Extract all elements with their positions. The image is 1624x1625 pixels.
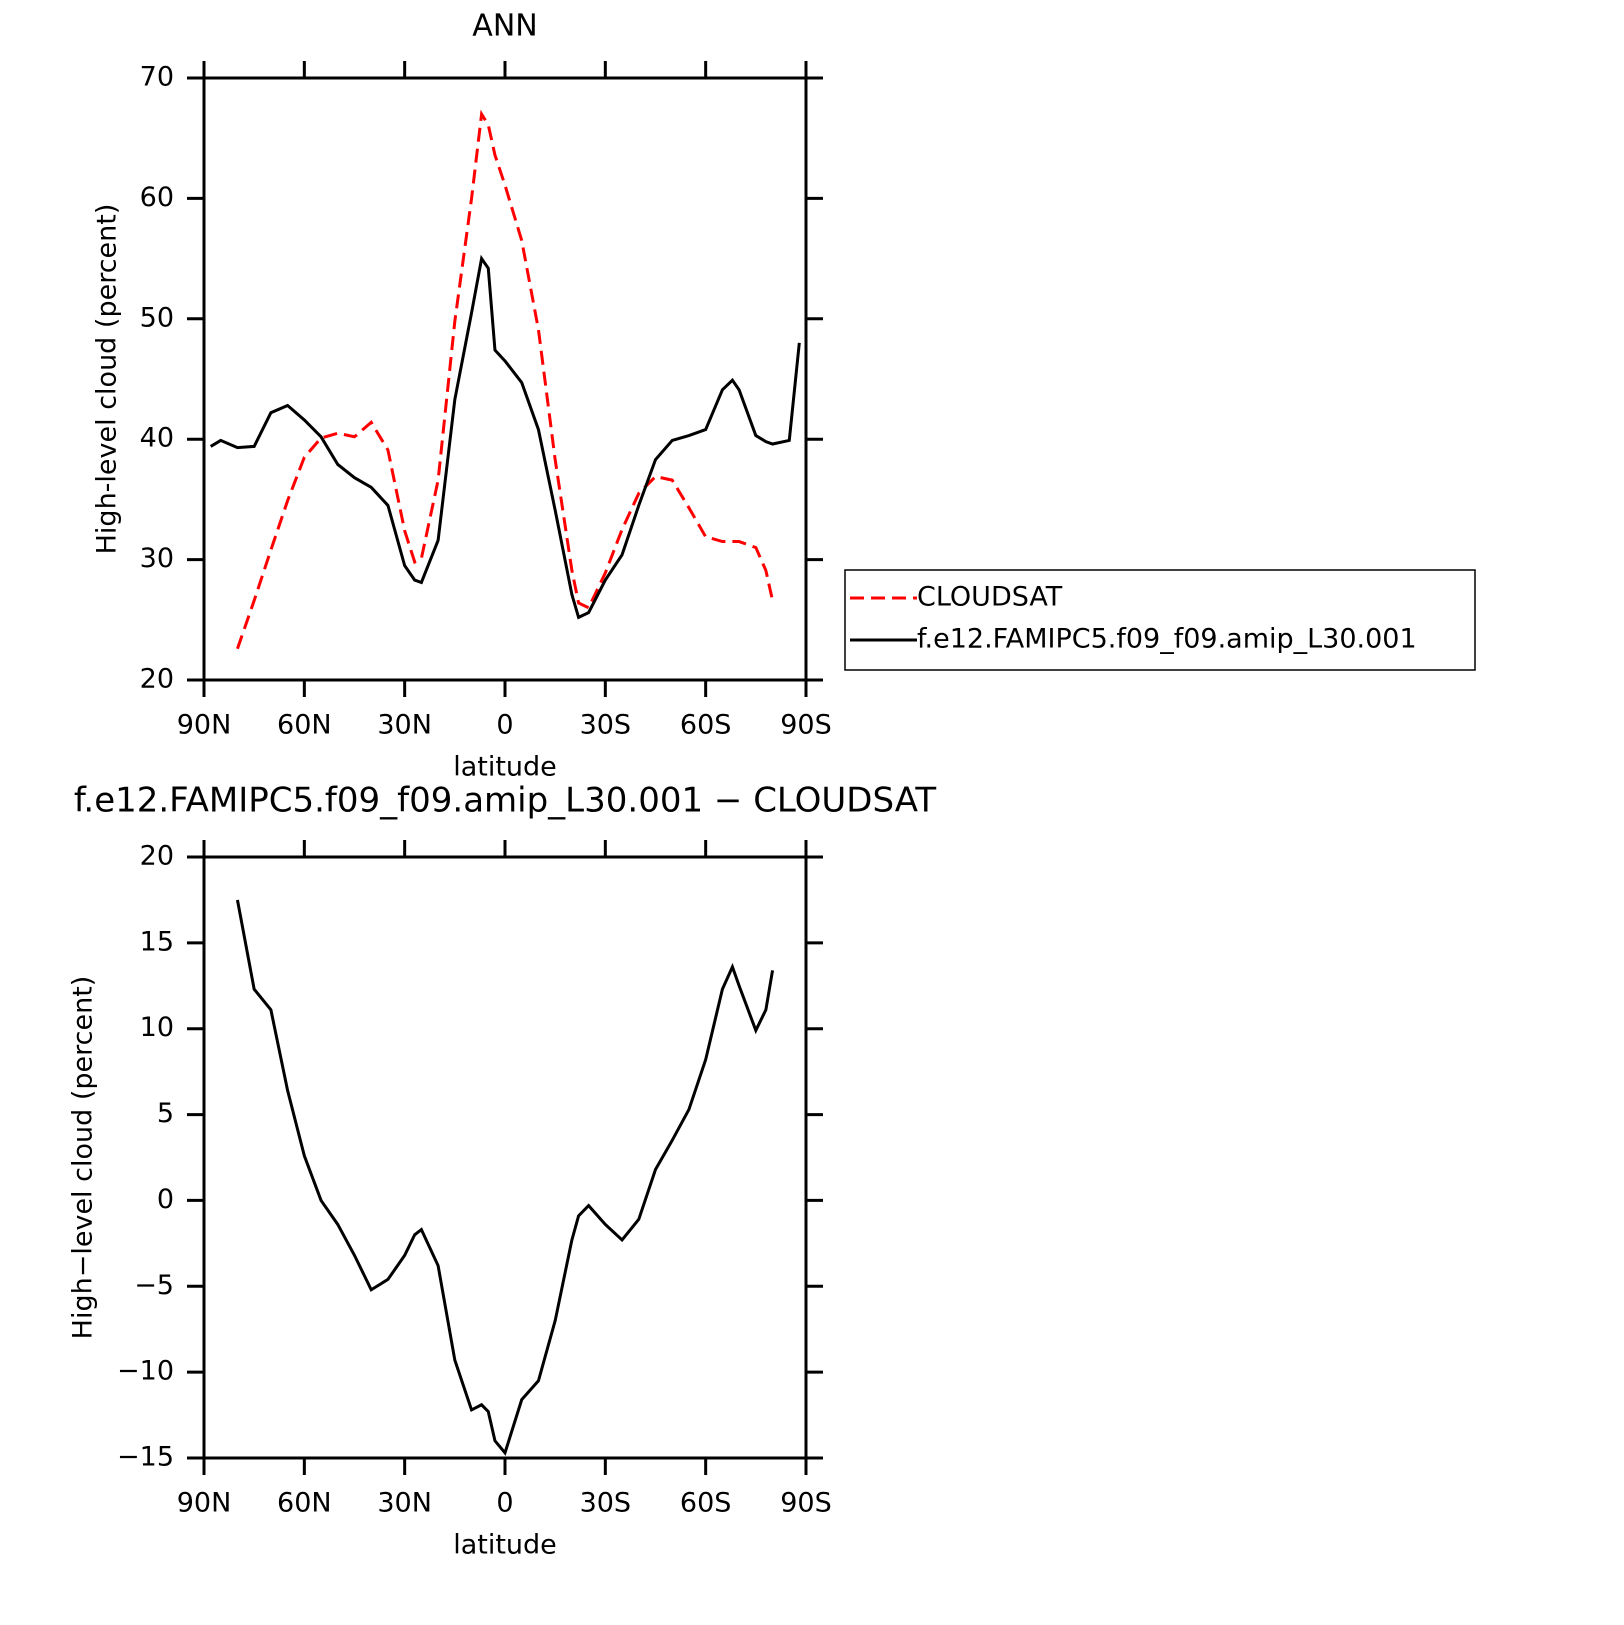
x-tick-label: 60N [277,1488,332,1519]
y-tick-label: −5 [134,1270,174,1301]
y-axis-label: High-level cloud (percent) [92,204,123,555]
x-tick-label: 90S [780,710,832,741]
y-tick-label: 60 [140,182,174,213]
y-tick-label: 20 [140,664,174,695]
y-tick-label: −10 [117,1356,174,1387]
y-tick-label: 10 [140,1012,174,1043]
x-tick-label: 60N [277,710,332,741]
x-tick-label: 30S [580,710,632,741]
plot-frame [202,76,808,682]
y-tick-label: 30 [140,543,174,574]
plot-frame [202,855,808,1460]
x-tick-label: 90S [780,1488,832,1519]
y-tick-label: 50 [140,302,174,333]
x-tick-label: 0 [496,710,513,741]
chart-title: f.e12.FAMIPC5.f09_f09.amip_L30.001 − CLO… [74,781,936,821]
x-tick-label: 0 [496,1488,513,1519]
y-tick-label: 15 [140,926,174,957]
x-tick-label: 90N [177,1488,232,1519]
legend-box [844,569,1476,671]
y-axis-label: High−level cloud (percent) [68,976,99,1340]
y-tick-label: 40 [140,423,174,454]
legend-label: f.e12.FAMIPC5.f09_f09.amip_L30.001 [917,624,1417,655]
x-axis-label: latitude [453,1530,557,1561]
x-axis-label: latitude [453,752,557,783]
x-tick-label: 30N [377,1488,432,1519]
y-tick-label: −15 [117,1442,174,1473]
y-tick-label: 0 [157,1184,174,1215]
x-tick-label: 30N [377,710,432,741]
chart-title: ANN [472,9,537,44]
x-tick-label: 90N [177,710,232,741]
x-tick-label: 60S [680,710,732,741]
y-tick-label: 5 [157,1098,174,1129]
x-tick-label: 30S [580,1488,632,1519]
data-line [209,254,801,620]
x-tick-label: 60S [680,1488,732,1519]
legend-label: CLOUDSAT [917,582,1063,613]
y-tick-label: 70 [140,62,174,93]
data-line [235,899,775,1456]
y-tick-label: 20 [140,841,174,872]
data-line [236,109,775,650]
